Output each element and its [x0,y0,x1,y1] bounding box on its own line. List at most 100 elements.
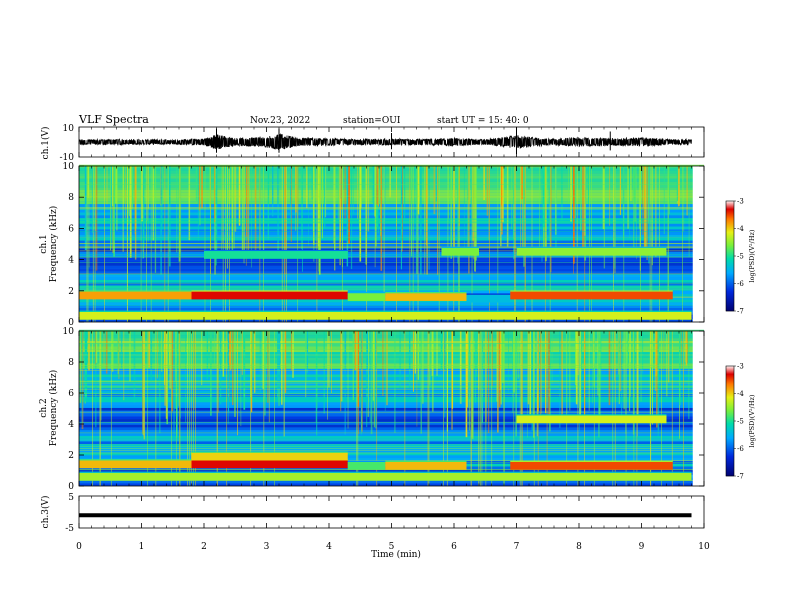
colorbar-cell [726,261,734,263]
spectrogram-sferic [394,331,396,433]
spectrogram-sferic [632,331,634,435]
spectrogram-sferic [633,166,635,201]
spectrogram-sferic [201,166,203,209]
spectrogram-row [79,229,704,233]
spectrogram-row [79,371,704,375]
spectrogram-sferic [150,331,153,381]
spectrogram-sferic-full [263,331,265,486]
spectrogram-sferic-full [478,331,480,486]
spectrogram-sferic [209,166,211,209]
colorbar-cell [726,290,734,292]
spectrogram-sferic-full [577,331,579,486]
colorbar-cell [726,212,734,214]
spectrogram-sferic [268,331,269,376]
spectrogram-narrowband [79,274,704,275]
colorbar-cell [726,412,734,414]
colorbar-cell [726,424,734,426]
spectrogram-sferic [327,331,330,388]
colorbar-cell [726,297,734,299]
spectrogram-sferic [79,331,81,404]
spectrogram-sferic-full [519,331,521,486]
spectrogram-sferic [246,166,248,238]
spectrogram-sferic [366,331,369,408]
spectrogram-row [79,187,704,191]
spectrogram-sferic [305,331,307,383]
colorbar-cell [726,300,734,302]
spectrogram-sferic [84,331,87,402]
spectrogram-sferic [122,166,124,252]
spectrogram-sferic [384,331,386,412]
spectrogram-sferic [651,331,653,425]
spectrogram-ytick-label: 2 [68,287,74,297]
spectrogram-sferic [284,166,286,275]
colorbar-cell [726,256,734,258]
spectrogram-emission-edge [466,293,511,295]
spectrogram-sferic [499,331,502,390]
colorbar-cell [726,396,734,398]
spectrogram-row [79,346,704,350]
spectrogram-sferic [646,166,648,260]
colorbar-cell [726,232,734,234]
spectrogram-sferic [222,331,225,377]
spectrogram-sferic [252,331,254,378]
spectrogram-sferic [638,166,640,229]
spectrogram-sferic [112,166,114,207]
spectrogram-row [79,396,704,400]
spectrogram-row [79,435,704,439]
spectrogram-sferic [110,166,113,246]
colorbar-cell [726,263,734,265]
spectrogram-emission-edge [191,451,348,453]
spectrogram-narrowband [79,450,704,451]
spectrogram-sferic [599,331,601,424]
spectrogram-sferic [574,166,576,219]
colorbar-cell [726,279,734,281]
spectrogram-sferic [159,331,161,434]
spectrogram-ch2-image [79,329,704,486]
colorbar-cell [726,275,734,277]
spectrogram-sferic [105,331,108,374]
colorbar-cell [726,230,734,232]
spectrogram-sferic [169,166,171,267]
colorbar-cell [726,203,734,205]
spectrogram-narrowband [79,219,704,220]
spectrogram-ch2-yticks: 0 2 4 6 8 10 [63,327,704,492]
colorbar-cell [726,293,734,295]
ch1-ytick-top: 10 [63,124,75,134]
x-tick-label: 7 [514,542,520,552]
colorbar-cell [726,291,734,293]
spectrogram-sferic [474,166,476,272]
spectrogram-sferic [214,166,216,223]
spectrogram-row [79,430,704,433]
spectrogram-sferic [94,331,96,365]
colorbar-cell [726,253,734,255]
spectrogram-narrowband [79,246,704,248]
spectrogram-sferic [128,166,129,214]
colorbar-cell [726,301,734,303]
spectrogram-sferic [175,331,176,381]
spectrogram-sferic [324,166,326,229]
spectrogram-narrowband [79,250,704,252]
spectrogram-ytick-label: 8 [68,193,74,203]
colorbar-cell [726,399,734,401]
spectrogram-sferic [656,331,658,428]
spectrogram-sferic [380,166,383,271]
colorbar-cell [726,386,734,388]
spectrogram-row [79,405,704,408]
spectrogram-sferic [111,331,114,372]
spectrogram-sferic [617,331,619,375]
spectrogram-narrowband [79,221,704,223]
spectrogram-row [79,424,704,428]
spectrogram-sferic [106,166,108,205]
spectrogram-emission-edge [204,249,348,252]
spectrogram-sferic-full [683,331,684,486]
colorbar-cell [726,452,734,454]
spectrogram-sferic [685,331,687,367]
spectrogram-sferic [548,331,550,419]
spectrogram-row [79,288,704,292]
spectrogram-sferic [360,331,363,435]
spectrogram-narrowband [79,256,704,258]
spectrogram-narrowband [79,262,704,264]
spectrogram-sferic-full [171,331,172,486]
spectrogram-sferic-full [193,331,194,486]
spectrogram-sferic [340,331,342,412]
